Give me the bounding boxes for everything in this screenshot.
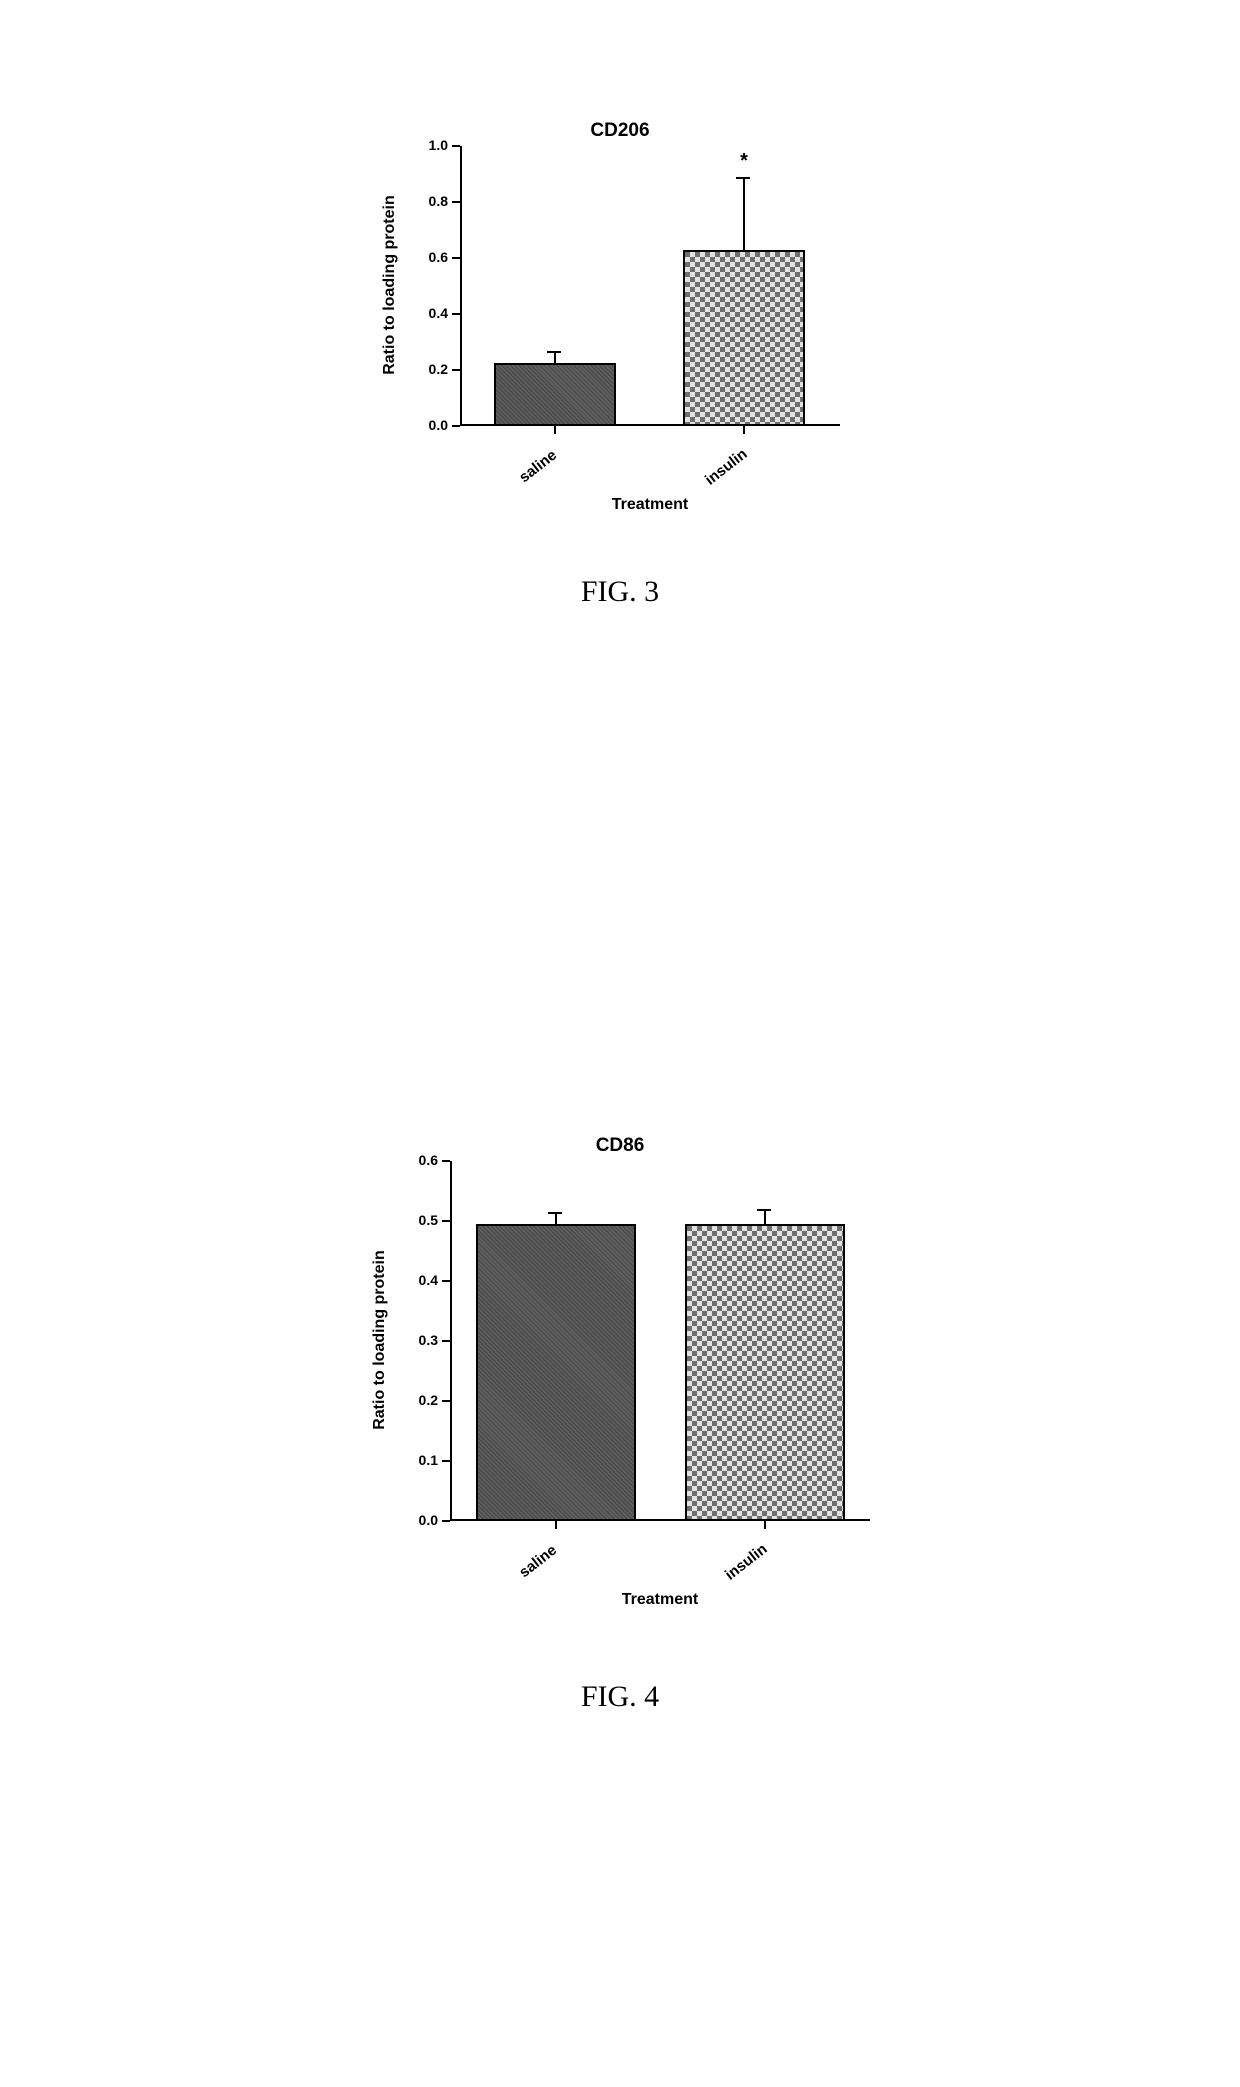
ytick [452, 201, 460, 203]
ytick [442, 1520, 450, 1522]
ytick [452, 257, 460, 259]
page: CD206 0.0 0.2 0.4 0.6 0.8 1.0 [0, 0, 1240, 2087]
yticklabel: 0.0 [390, 1512, 438, 1528]
xticklabel: insulin [715, 1535, 777, 1589]
ytick [442, 1400, 450, 1402]
yticklabel: 0.8 [400, 193, 448, 209]
xtick [555, 1521, 557, 1529]
ytick [442, 1160, 450, 1162]
figure-caption: FIG. 4 [0, 1680, 1240, 1714]
figure-caption: FIG. 3 [0, 575, 1240, 609]
xtick [764, 1521, 766, 1529]
yticklabel: 0.1 [390, 1452, 438, 1468]
ytick [442, 1220, 450, 1222]
yticklabel: 0.4 [400, 305, 448, 321]
figure4: CD86 0.0 0.1 0.2 0.3 0.4 0.5 0.6 [350, 1135, 890, 1661]
yticklabel: 0.0 [400, 417, 448, 433]
yticklabel: 0.3 [390, 1332, 438, 1348]
xticklabel: saline [508, 440, 569, 493]
x-axis-label: Treatment [450, 1591, 870, 1609]
plot-frame: 0.0 0.1 0.2 0.3 0.4 0.5 0.6 [350, 1161, 890, 1661]
xtick [554, 426, 556, 434]
xticklabel: saline [508, 1535, 569, 1588]
yticklabel: 0.5 [390, 1212, 438, 1228]
xtick [743, 426, 745, 434]
x-axis-label: Treatment [460, 496, 840, 514]
y-axis-label: Ratio to loading protein [381, 185, 399, 385]
ytick [452, 145, 460, 147]
plot-frame: 0.0 0.2 0.4 0.6 0.8 1.0 [360, 146, 880, 556]
ytick [452, 425, 460, 427]
bar-saline [476, 1224, 636, 1521]
ytick [442, 1280, 450, 1282]
significance-marker: * [730, 150, 758, 173]
yticklabel: 0.6 [400, 249, 448, 265]
ytick [452, 369, 460, 371]
y-axis-label: Ratio to loading protein [371, 1240, 389, 1440]
errorbar [764, 1209, 766, 1224]
xticklabel: insulin [695, 440, 757, 494]
bar-insulin [685, 1224, 845, 1521]
bar-insulin [683, 250, 805, 426]
errorbar-cap [736, 177, 750, 179]
yticklabel: 1.0 [400, 137, 448, 153]
errorbar-cap [548, 1212, 562, 1214]
yticklabel: 0.2 [400, 361, 448, 377]
ytick [442, 1340, 450, 1342]
bar-saline [494, 363, 616, 426]
ytick [452, 313, 460, 315]
errorbar-cap [547, 351, 561, 353]
yticklabel: 0.4 [390, 1272, 438, 1288]
yticklabel: 0.2 [390, 1392, 438, 1408]
yticklabel: 0.6 [390, 1152, 438, 1168]
errorbar-cap [757, 1209, 771, 1211]
errorbar [743, 177, 745, 250]
ytick [442, 1460, 450, 1462]
figure3: CD206 0.0 0.2 0.4 0.6 0.8 1.0 [360, 120, 880, 556]
